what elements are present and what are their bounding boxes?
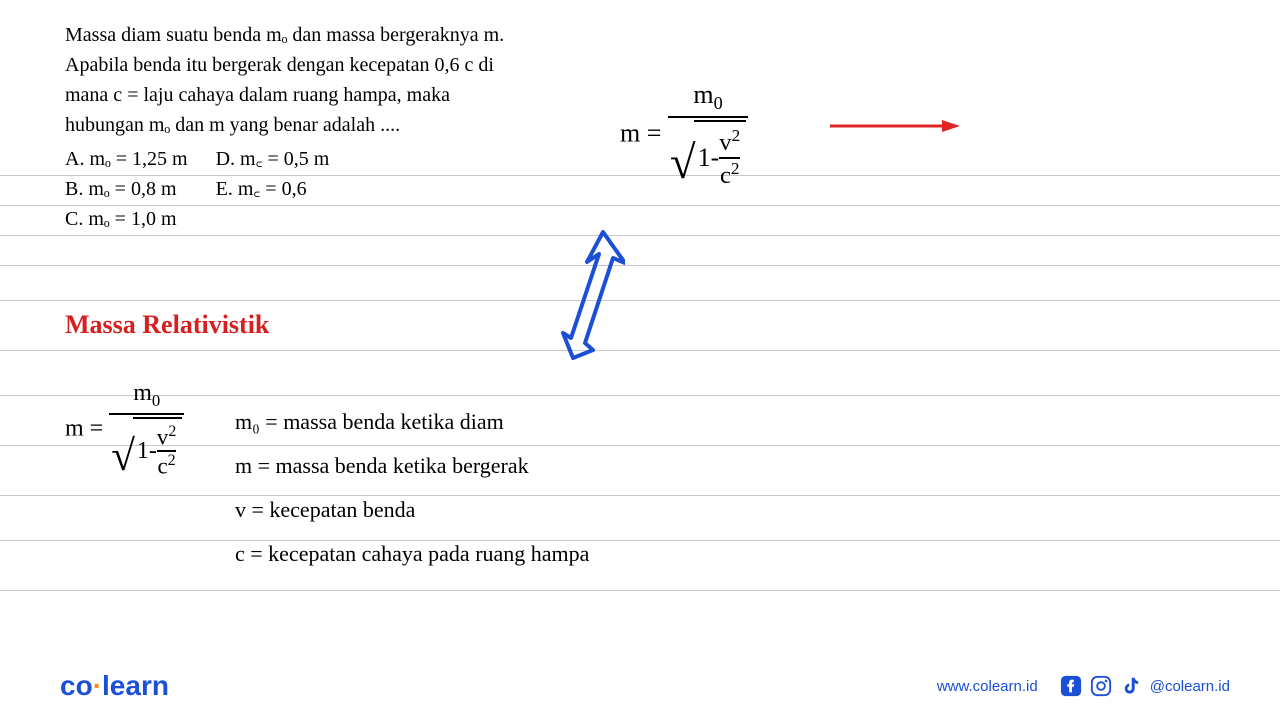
options-row: A. mₒ = 1,25 m B. mₒ = 0,8 m C. mₒ = 1,0… <box>65 144 505 234</box>
def-v: v = kecepatan benda <box>235 488 589 532</box>
section-heading: Massa Relativistik <box>65 310 269 340</box>
options-col-left: A. mₒ = 1,25 m B. mₒ = 0,8 m C. mₒ = 1,0… <box>65 144 188 234</box>
option-a: A. mₒ = 1,25 m <box>65 144 188 174</box>
options-col-right: D. m꜀ = 0,5 m E. m꜀ = 0,6 <box>216 144 330 234</box>
formula-fraction-r: m0 √ 1- v2 c2 <box>668 80 748 191</box>
ruled-line <box>0 350 1280 351</box>
sqrt-symbol: √ <box>111 432 135 481</box>
formula-lhs-r: m = <box>620 118 661 147</box>
tiktok-icon <box>1120 675 1142 697</box>
sqrt-content: 1- v2 c2 <box>133 417 182 480</box>
definitions-list: m₀ = massa benda ketika diam m = massa b… <box>235 400 589 576</box>
facebook-icon <box>1060 675 1082 697</box>
question-block: Massa diam suatu benda mₒ dan massa berg… <box>65 20 505 234</box>
ruled-line <box>0 590 1280 591</box>
formula-right: m = m0 √ 1- v2 c2 <box>620 80 748 191</box>
frac-denominator: √ 1- v2 c2 <box>109 415 184 480</box>
formula-lhs: m = <box>65 416 103 442</box>
footer: co·learn www.colearn.id @colearn.id <box>0 670 1280 702</box>
arrow-red-icon <box>830 118 960 134</box>
ruled-line <box>0 265 1280 266</box>
formula-main: m = m0 √ 1- v2 c2 <box>65 380 184 480</box>
footer-url: www.colearn.id <box>937 678 1038 695</box>
formula-fraction: m0 √ 1- v2 c2 <box>109 380 184 480</box>
def-c: c = kecepatan cahaya pada ruang hampa <box>235 532 589 576</box>
inner-fraction: v2 c2 <box>157 423 176 480</box>
instagram-icon <box>1090 675 1112 697</box>
ruled-line <box>0 540 1280 541</box>
logo: co·learn <box>60 670 169 702</box>
def-m: m = massa benda ketika bergerak <box>235 444 589 488</box>
option-b: B. mₒ = 0,8 m <box>65 174 188 204</box>
social-handle: @colearn.id <box>1150 678 1230 695</box>
def-m0: m₀ = massa benda ketika diam <box>235 400 589 444</box>
question-text: Massa diam suatu benda mₒ dan massa berg… <box>65 20 505 140</box>
logo-suffix: learn <box>102 670 169 701</box>
option-d: D. m꜀ = 0,5 m <box>216 144 330 174</box>
logo-prefix: co <box>60 670 93 701</box>
footer-right: www.colearn.id @colearn.id <box>937 675 1230 697</box>
logo-dot: · <box>93 670 102 701</box>
ruled-line <box>0 235 1280 236</box>
option-c: C. mₒ = 1,0 m <box>65 204 188 234</box>
ruled-line <box>0 395 1280 396</box>
ruled-line <box>0 445 1280 446</box>
ruled-line <box>0 300 1280 301</box>
frac-numerator: m0 <box>127 380 166 413</box>
arrow-hollow-icon <box>545 230 625 360</box>
option-e: E. m꜀ = 0,6 <box>216 174 330 204</box>
social-icons: @colearn.id <box>1060 675 1230 697</box>
ruled-line <box>0 495 1280 496</box>
